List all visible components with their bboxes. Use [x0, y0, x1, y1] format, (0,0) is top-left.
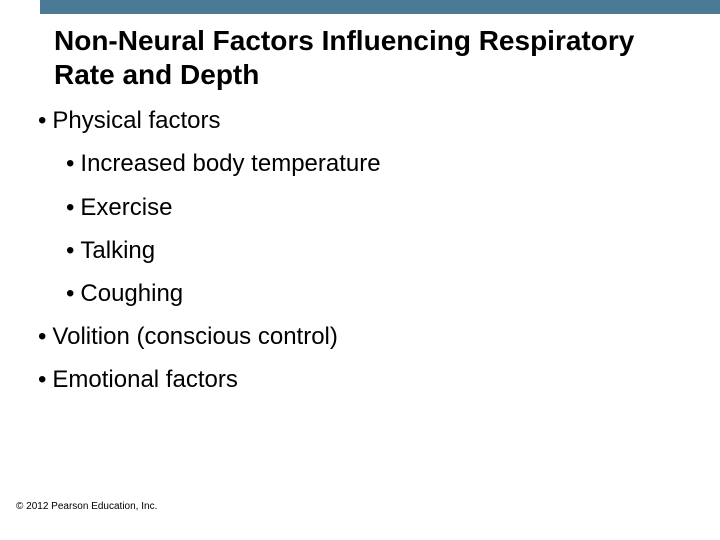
bullet-level2: •Exercise — [66, 192, 720, 223]
bullet-level1: •Emotional factors — [38, 364, 720, 395]
bullet-text: Coughing — [80, 280, 183, 307]
bullet-text: Emotional factors — [52, 366, 237, 393]
bullet-text: Physical factors — [52, 107, 220, 134]
bullet-level2: •Talking — [66, 235, 720, 266]
bullet-text: Talking — [80, 237, 155, 264]
bullet-text: Exercise — [80, 194, 172, 221]
bullet-level1: •Physical factors — [38, 105, 720, 136]
bullet-level2: •Coughing — [66, 278, 720, 309]
copyright-footer: © 2012 Pearson Education, Inc. — [16, 501, 157, 512]
bullet-level1: •Volition (conscious control) — [38, 321, 720, 352]
slide-content: •Physical factors •Increased body temper… — [38, 105, 720, 395]
bullet-level2: •Increased body temperature — [66, 148, 720, 179]
header-accent-bar — [40, 0, 720, 14]
bullet-text: Increased body temperature — [80, 150, 380, 177]
bullet-text: Volition (conscious control) — [52, 323, 337, 350]
slide-title: Non-Neural Factors Influencing Respirato… — [54, 24, 680, 91]
